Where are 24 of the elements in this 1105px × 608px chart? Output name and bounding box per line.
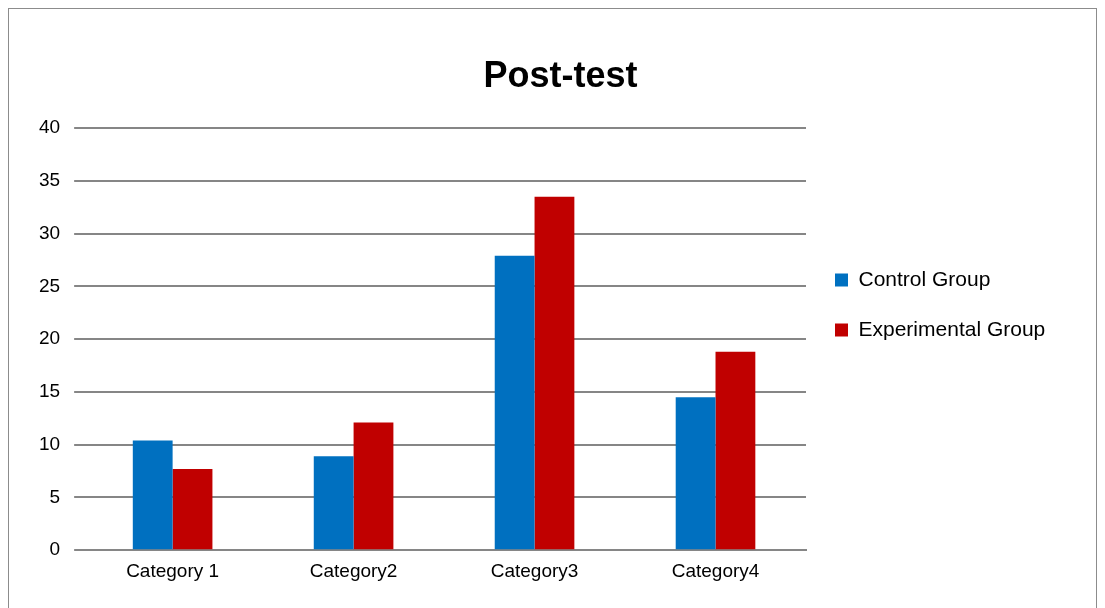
y-tick-label: 30 <box>38 221 61 243</box>
bar <box>313 456 354 550</box>
bar <box>353 422 394 550</box>
x-tick-label: Category 1 <box>126 559 220 581</box>
y-tick-label: 35 <box>38 169 61 191</box>
bar <box>494 255 535 550</box>
y-tick-label: 40 <box>38 116 61 138</box>
legend-label: Experimental Group <box>858 316 1046 340</box>
bar <box>534 196 575 550</box>
bar <box>675 397 716 550</box>
y-tick-label: 15 <box>38 380 61 402</box>
x-tick-label: Category3 <box>490 559 579 581</box>
chart-title: Post-test <box>483 53 638 95</box>
x-tick-label: Category4 <box>671 559 760 581</box>
y-tick-label: 0 <box>49 538 61 560</box>
y-tick-label: 5 <box>49 485 61 507</box>
y-tick-label: 25 <box>38 274 61 296</box>
y-tick-label: 20 <box>38 327 61 349</box>
bar <box>132 440 173 550</box>
legend-label: Control Group <box>858 266 991 290</box>
y-tick-label: 10 <box>38 432 61 454</box>
bar <box>715 351 756 550</box>
bar <box>172 468 213 550</box>
x-tick-label: Category2 <box>309 559 398 581</box>
